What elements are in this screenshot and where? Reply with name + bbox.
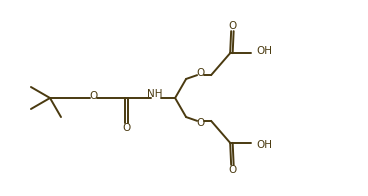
Text: OH: OH: [256, 140, 272, 150]
Text: OH: OH: [256, 46, 272, 56]
Text: O: O: [196, 118, 204, 128]
Text: O: O: [196, 68, 204, 78]
Text: O: O: [228, 165, 236, 175]
Text: O: O: [122, 123, 130, 133]
Text: O: O: [89, 91, 97, 101]
Text: NH: NH: [147, 89, 163, 99]
Text: O: O: [228, 21, 236, 31]
